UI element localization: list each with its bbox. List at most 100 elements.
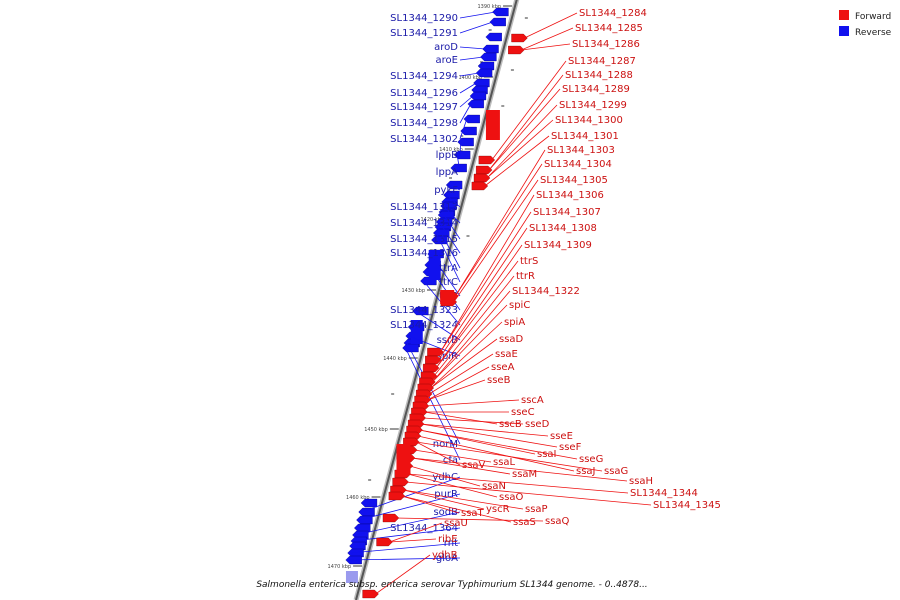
forward-leader-line: [435, 260, 519, 369]
forward-leader-line: [389, 538, 437, 543]
forward-leader-line: [414, 449, 492, 463]
forward-leader-line: [440, 211, 532, 353]
reverse-gene-arrow: [477, 61, 495, 71]
forward-label-sl1344-1309: SL1344_1309: [524, 240, 592, 251]
forward-label-sl1344-1300: SL1344_1300: [555, 115, 623, 126]
reverse-label-pykf: pykF: [434, 185, 458, 196]
reverse-label-arod: aroD: [434, 42, 458, 53]
forward-leader-line: [403, 489, 524, 510]
forward-label-ssad: ssaD: [499, 334, 524, 345]
forward-leader-line: [395, 517, 544, 522]
forward-leader-line: [488, 74, 564, 171]
forward-leader-line: [440, 194, 535, 353]
forward-gene-block: [440, 290, 455, 304]
forward-leader-line: [421, 423, 558, 448]
forward-leader-line: [416, 441, 603, 472]
scale-ticks: 1390 kbp 1400 kbp 1410 kbp 1420 kbp 1430 kbp…: [328, 4, 528, 570]
forward-label-sl1344-1307: SL1344_1307: [533, 207, 601, 218]
reverse-leader-line: [408, 335, 461, 357]
forward-label-ssae: ssaE: [495, 349, 518, 360]
forward-leader-line: [455, 163, 543, 297]
reverse-gene-arrow: [475, 68, 493, 78]
forward-leader-line: [428, 353, 494, 395]
tick-label: 1470 kbp: [328, 564, 352, 570]
reverse-label-sl1344-1290: SL1344_1290: [390, 13, 458, 24]
forward-label-ribe: ribE: [438, 534, 458, 545]
forward-leader-line: [389, 522, 443, 543]
tick-label: 1390 kbp: [477, 4, 501, 10]
reverse-label-lppb: lppB: [436, 150, 458, 161]
forward-leader-line: [417, 435, 575, 472]
forward-label-sl1344-1344: SL1344_1344: [630, 488, 698, 499]
forward-leader-line: [521, 43, 571, 51]
forward-leader-line: [433, 275, 515, 377]
reverse-gene-arrow: [482, 44, 499, 54]
legend-reverse-swatch: [839, 26, 849, 36]
forward-label-sseg: sseG: [579, 454, 603, 465]
forward-gene-block: [396, 444, 411, 474]
forward-leader-line: [437, 227, 528, 361]
forward-leader-line: [422, 417, 524, 425]
reverse-gene-arrow: [469, 91, 487, 101]
forward-leader-line: [524, 12, 578, 39]
forward-label-sl1344-1345: SL1344_1345: [653, 500, 721, 511]
reverse-label-lppa: lppA: [436, 167, 458, 178]
forward-gene-arrow: [478, 155, 496, 165]
reverse-gene-arrow: [485, 32, 502, 42]
reverse-leader-line: [446, 194, 461, 208]
reverse-gene-arrow: [489, 17, 506, 27]
forward-leader-line: [486, 119, 554, 179]
reverse-label-sl1344-1298: SL1344_1298: [390, 118, 458, 129]
forward-leader-line: [405, 481, 652, 506]
forward-label-spia: spiA: [504, 317, 525, 328]
forward-label-ssal: ssaL: [493, 457, 516, 468]
reverse-label-sl1344-1323: SL1344_1323: [390, 305, 458, 316]
forward-leader-line: [403, 489, 485, 510]
reverse-gene-arrow: [480, 52, 497, 62]
legend-forward: Forward: [839, 10, 891, 22]
forward-gene-arrow: [511, 33, 528, 43]
reverse-leader-line: [448, 184, 461, 191]
forward-leader-line: [453, 179, 539, 303]
forward-label-sl1344-1304: SL1344_1304: [544, 159, 612, 170]
reverse-gene-block: [428, 250, 441, 280]
forward-leader-line: [419, 429, 578, 460]
reverse-gene-arrow: [445, 180, 463, 190]
reverse-label-ttra: ttrA: [439, 263, 458, 274]
forward-leader-line: [435, 244, 523, 369]
reverse-leader-line: [459, 46, 486, 50]
reverse-label-aroe: aroE: [436, 55, 458, 66]
forward-label-sscb: sscB: [499, 419, 522, 430]
reverse-leader-line: [437, 226, 461, 269]
forward-leader-line: [484, 135, 550, 187]
reverse-leader-line: [459, 11, 496, 19]
forward-label-sl1344-1288: SL1344_1288: [565, 70, 633, 81]
forward-label-ssag: ssaG: [604, 466, 628, 477]
forward-gene-arrow: [471, 181, 489, 191]
forward-leader-line: [430, 321, 503, 389]
legend-reverse: Reverse: [839, 26, 892, 38]
forward-label-sl1344-1285: SL1344_1285: [575, 23, 643, 34]
forward-leader-line: [491, 60, 567, 161]
forward-leader-line: [521, 27, 574, 51]
reverse-gene-arrow: [450, 163, 467, 173]
forward-label-ssec: sseC: [511, 407, 535, 418]
forward-label-yscr: yscR: [486, 504, 510, 515]
reverse-leader-line: [459, 56, 484, 61]
forward-leader-line: [430, 338, 498, 389]
forward-label-ssee: sseE: [550, 431, 573, 442]
reverse-label-purr: purR: [434, 489, 458, 500]
forward-gene-arrow: [376, 537, 393, 547]
forward-label-ttrs: ttrS: [520, 256, 538, 267]
legend-reverse-label: Reverse: [855, 28, 892, 38]
reverse-label-sl1344-1302: SL1344_1302: [390, 134, 458, 145]
reverse-gene-arrow: [354, 523, 371, 533]
reverse-label-sl1344-1291: SL1344_1291: [390, 28, 458, 39]
reverse-label-norm: norM: [433, 439, 458, 450]
reverse-leader-line: [435, 232, 461, 283]
tick-label: 1460 kbp: [346, 495, 370, 501]
reverse-leader-line: [459, 82, 477, 94]
forward-label-sl1344-1308: SL1344_1308: [529, 223, 597, 234]
reverse-label-sl1344-1297: SL1344_1297: [390, 102, 458, 113]
reverse-gene-arrow: [360, 498, 378, 508]
